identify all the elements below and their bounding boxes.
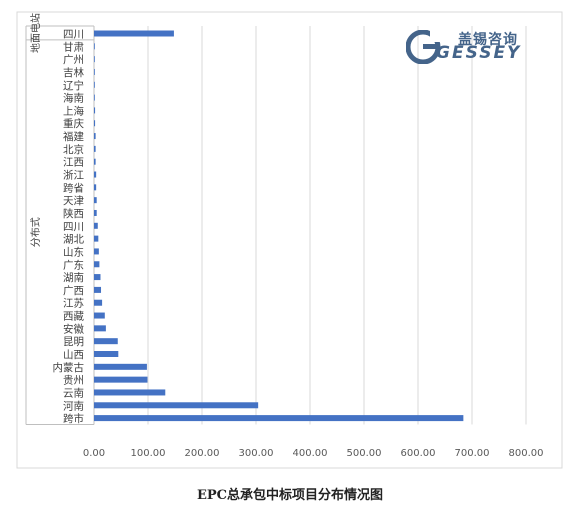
bar (94, 120, 96, 127)
category-label: 上海 (63, 104, 84, 117)
chart-title: EPC总承包中标项目分布情况图 (196, 488, 384, 503)
bar (94, 376, 148, 383)
bar (94, 158, 96, 165)
bar (94, 209, 97, 216)
bar (94, 81, 95, 88)
bar (94, 30, 174, 37)
bar (94, 133, 96, 140)
bar (94, 94, 95, 101)
category-label: 山西 (63, 349, 84, 361)
bar (94, 235, 99, 242)
logo-text: 盖锡咨询 (458, 32, 518, 48)
bar (94, 197, 97, 204)
logo-word: GESSEY (436, 43, 522, 63)
category-label: 湖北 (63, 234, 84, 246)
bar-chart: 四川甘肃广州吉林辽宁海南上海重庆福建北京江西浙江跨省天津陕西四川湖北山东广东湖南… (16, 11, 563, 469)
category-label: 甘肃 (63, 40, 84, 53)
gessey-logo-mark (406, 30, 441, 64)
bar (94, 56, 95, 63)
bars (94, 30, 464, 422)
bar (94, 107, 96, 114)
group-label: 地面电站 (29, 13, 42, 53)
category-label: 天津 (63, 195, 84, 207)
category-label: 广西 (63, 285, 84, 297)
category-label: 跨省 (63, 181, 84, 194)
bar (94, 286, 102, 293)
category-label: 江西 (63, 157, 84, 169)
x-tick-label: 200.00 (185, 448, 220, 459)
category-label: 广东 (63, 258, 84, 271)
x-tick-label: 800.00 (509, 448, 544, 459)
category-label: 海南 (63, 92, 84, 105)
bar (94, 351, 119, 357)
bar (94, 145, 96, 152)
category-label: 河南 (63, 399, 84, 412)
category-labels: 四川甘肃广州吉林辽宁海南上海重庆福建北京江西浙江跨省天津陕西四川湖北山东广东湖南… (53, 29, 85, 426)
bar (94, 325, 106, 332)
category-label: 云南 (63, 386, 84, 399)
category-label: 西藏 (63, 311, 84, 323)
bar (94, 312, 105, 319)
category-label: 四川 (63, 29, 84, 41)
bar (94, 43, 95, 50)
bar (94, 171, 97, 178)
bar (94, 402, 259, 409)
x-tick-label: 700.00 (455, 448, 490, 459)
bar (94, 415, 464, 422)
bar (94, 184, 97, 191)
category-label: 昆明 (63, 336, 84, 348)
category-label: 广州 (63, 54, 84, 66)
x-tick-label: 500.00 (347, 448, 382, 459)
group-label: 分布式 (29, 217, 42, 247)
category-label: 湖南 (63, 271, 84, 284)
x-tick-label: 400.00 (293, 448, 328, 459)
category-label: 福建 (63, 130, 84, 143)
category-label: 浙江 (63, 170, 84, 182)
bar (94, 363, 147, 370)
category-label: 江苏 (63, 297, 84, 310)
x-tick-labels: 0.00 100.00 200.00 300.00 400.00 500.00 600.00… (83, 448, 544, 459)
bar (94, 338, 118, 345)
category-label: 贵州 (63, 374, 84, 387)
bar (94, 389, 166, 396)
category-label: 跨市 (63, 412, 84, 425)
category-label: 吉林 (63, 66, 84, 79)
bar (94, 248, 99, 255)
category-label: 安徽 (63, 322, 84, 335)
category-group-frame (25, 25, 94, 426)
x-tick-label: 300.00 (239, 448, 274, 459)
x-tick-label: 100.00 (131, 448, 166, 459)
category-label: 山东 (63, 245, 84, 258)
bar (94, 299, 103, 306)
bar (94, 222, 98, 229)
bar (94, 68, 95, 75)
chart-frame (16, 11, 563, 469)
x-tick-label: 0.00 (83, 448, 105, 459)
category-label: 重庆 (63, 117, 84, 130)
category-label: 北京 (63, 143, 84, 156)
category-label: 内蒙古 (53, 361, 85, 374)
x-tick-label: 600.00 (401, 448, 436, 459)
bar (94, 261, 100, 268)
category-label: 陕西 (63, 207, 84, 220)
category-label: 辽宁 (63, 79, 84, 92)
bar (94, 274, 101, 281)
category-label: 四川 (63, 221, 84, 233)
